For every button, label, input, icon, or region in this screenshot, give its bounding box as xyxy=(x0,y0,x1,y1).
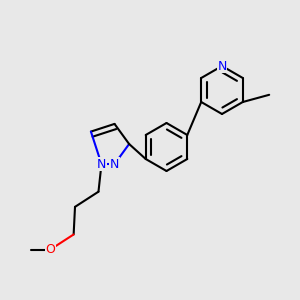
Text: N: N xyxy=(97,158,106,171)
Text: N: N xyxy=(217,59,227,73)
Text: N: N xyxy=(110,158,119,171)
Text: O: O xyxy=(45,243,55,256)
